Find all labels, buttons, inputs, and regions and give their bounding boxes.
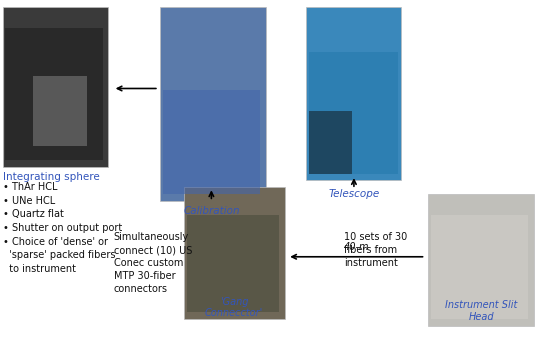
Bar <box>5 28 103 160</box>
Bar <box>309 111 352 174</box>
Text: 10 sets of 30
fibers from
instrument: 10 sets of 30 fibers from instrument <box>344 232 408 268</box>
Text: Telescope: Telescope <box>328 189 379 199</box>
Bar <box>431 215 528 319</box>
Bar <box>306 7 401 180</box>
Text: Simultaneously
connect (10) US
Conec custom
MTP 30-fiber
connectors: Simultaneously connect (10) US Conec cus… <box>114 232 192 294</box>
Bar <box>163 90 260 194</box>
Text: 40-m: 40-m <box>344 242 370 252</box>
Text: Integrating sphere: Integrating sphere <box>3 172 100 182</box>
Text: Calibration: Calibration <box>183 206 240 217</box>
Text: • ThAr HCL
• UNe HCL
• Quartz flat
• Shutter on output port
• Choice of 'dense' : • ThAr HCL • UNe HCL • Quartz flat • Shu… <box>3 182 122 274</box>
Text: 'Gang
Connecctor': 'Gang Connecctor' <box>205 297 263 318</box>
Bar <box>184 187 285 319</box>
Text: Instrument Slit
Head: Instrument Slit Head <box>445 300 518 322</box>
Bar <box>428 194 534 326</box>
Bar <box>3 7 108 167</box>
Bar <box>309 52 398 174</box>
Bar <box>160 7 266 201</box>
Bar <box>187 215 279 312</box>
Bar <box>33 76 87 146</box>
